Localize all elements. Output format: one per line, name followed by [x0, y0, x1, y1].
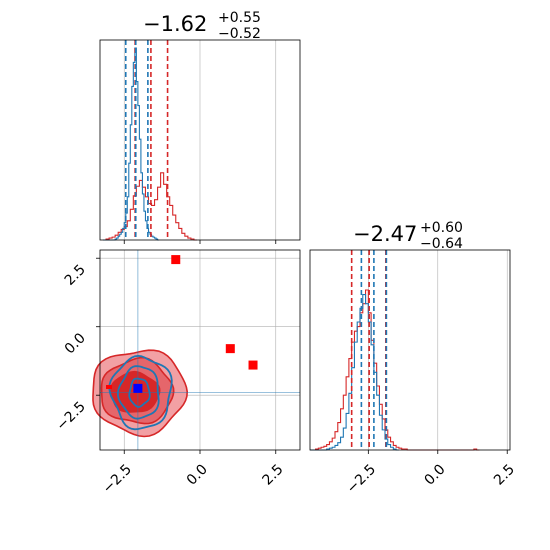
x-tick-label: 0.0 [422, 462, 449, 489]
x-tick-label: 2.5 [260, 462, 287, 489]
red-histogram-line [310, 289, 480, 451]
red-marker [225, 344, 235, 354]
scatter-panel-2d: −2.5 0.0 2.5 2.5 0.0 −2.5 [53, 249, 301, 497]
blue-histogram-line [310, 294, 399, 451]
histogram-panel-param2: −2.5 0.0 2.5 [309, 249, 518, 497]
title-param2-sup: +0.60 [420, 220, 463, 236]
red-marker [248, 360, 258, 370]
red-marker-edge [106, 384, 112, 389]
x-tick-label: 0.0 [184, 462, 211, 489]
title-param1-value: −1.62 [143, 12, 207, 36]
title-param1-sup: +0.55 [218, 10, 261, 26]
x-tick-label: −2.5 [100, 462, 135, 497]
x-tick-label: 2.5 [491, 462, 518, 489]
y-tick-label: −2.5 [53, 399, 88, 434]
red-marker [171, 255, 181, 265]
x-tick-label: −2.5 [344, 462, 379, 497]
y-tick-label: 0.0 [62, 330, 89, 357]
title-param2-value: −2.47 [353, 222, 417, 246]
blue-histogram-line [103, 47, 160, 241]
title-param1-sub: −0.52 [218, 26, 261, 42]
blue-marker [133, 383, 143, 393]
histogram-panel-param1 [99, 39, 301, 244]
title-param2-sub: −0.64 [420, 236, 463, 252]
panel-frame [309, 249, 511, 451]
red-histogram-line [103, 172, 197, 241]
y-tick-label: 2.5 [62, 262, 89, 289]
